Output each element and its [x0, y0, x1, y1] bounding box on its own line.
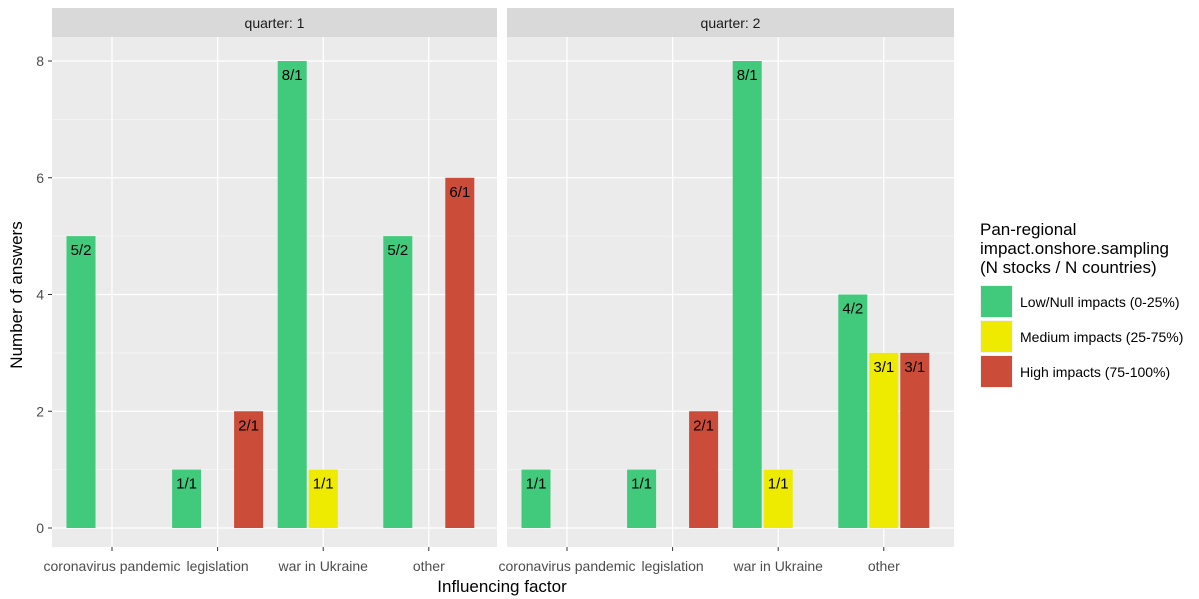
- bar-data-label: 3/1: [873, 359, 894, 376]
- bar: [627, 469, 657, 528]
- bar-data-label: 1/1: [768, 476, 789, 493]
- bar: [172, 469, 202, 528]
- bar: [66, 236, 96, 528]
- bar: [308, 469, 338, 528]
- legend-title: impact.onshore.sampling: [980, 239, 1169, 258]
- bar: [277, 61, 307, 528]
- bar: [689, 411, 719, 528]
- facet-strip: [52, 8, 497, 37]
- y-tick-label: 0: [36, 520, 44, 536]
- y-tick-label: 2: [36, 403, 44, 419]
- facet-strip-label: quarter: 2: [701, 15, 761, 31]
- y-axis-title: Number of answers: [7, 221, 26, 368]
- legend-entry-label: Low/Null impacts (0-25%): [1020, 294, 1180, 310]
- bar-data-label: 1/1: [176, 476, 197, 493]
- facet-panel-2: quarter: 2 1/1 1/1 8/1 4/2 1/1 3/1 2/1 3/1 corona…: [499, 8, 954, 574]
- x-tick-label: coronavirus pandemic: [499, 558, 636, 574]
- panel-background: [52, 37, 497, 547]
- bar: [732, 61, 762, 528]
- bar: [869, 352, 899, 528]
- x-tick-label: other: [868, 558, 900, 574]
- bar-data-label: 1/1: [631, 476, 652, 493]
- bar-data-label: 5/2: [387, 242, 408, 259]
- bar-data-label: 2/1: [693, 417, 714, 434]
- facet-strip-label: quarter: 1: [245, 15, 305, 31]
- x-tick-label: war in Ukraine: [732, 558, 823, 574]
- legend-title: (N stocks / N countries): [980, 258, 1157, 277]
- bar: [445, 177, 475, 528]
- bar-data-label: 2/1: [238, 417, 259, 434]
- bar-data-label: 4/2: [842, 301, 863, 318]
- legend-entry-label: High impacts (75-100%): [1020, 364, 1170, 380]
- bar: [900, 352, 930, 528]
- y-tick-label: 4: [36, 287, 44, 303]
- x-tick-label: war in Ukraine: [277, 558, 368, 574]
- x-tick-label: legislation: [641, 558, 703, 574]
- bar-data-label: 5/2: [71, 242, 92, 259]
- x-tick-label: coronavirus pandemic: [44, 558, 181, 574]
- bar: [838, 294, 868, 528]
- bar-data-label: 3/1: [904, 359, 925, 376]
- legend-entry-label: Medium impacts (25-75%): [1020, 329, 1183, 345]
- bar: [234, 411, 264, 528]
- facet-panel-1: quarter: 1 5/2 1/1 8/1 5/2 1/1 2/1 6/1 coronavir…: [44, 8, 497, 574]
- legend-swatch: [981, 356, 1012, 387]
- bar-data-label: 6/1: [449, 184, 470, 201]
- legend-swatch: [981, 286, 1012, 317]
- bar-data-label: 1/1: [313, 476, 334, 493]
- legend-swatch: [981, 321, 1012, 352]
- x-axis-title: Influencing factor: [437, 577, 567, 596]
- bar: [521, 469, 551, 528]
- bar-data-label: 8/1: [282, 67, 303, 84]
- bar-data-label: 1/1: [526, 476, 547, 493]
- y-tick-label: 8: [36, 53, 44, 69]
- facet-strip: [507, 8, 954, 37]
- bar: [383, 236, 413, 528]
- y-tick-label: 6: [36, 170, 44, 186]
- legend-title: Pan-regional: [980, 220, 1076, 239]
- x-tick-label: legislation: [186, 558, 248, 574]
- bar: [763, 469, 793, 528]
- bar-data-label: 8/1: [737, 67, 758, 84]
- x-tick-label: other: [413, 558, 445, 574]
